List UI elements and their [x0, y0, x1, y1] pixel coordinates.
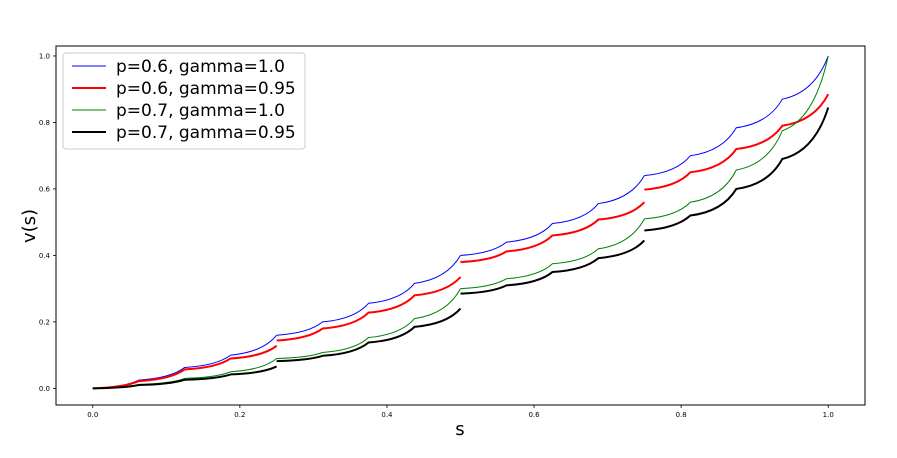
x-tick-label: 0.8 — [676, 411, 687, 419]
series-2-segment-1 — [92, 345, 278, 390]
series-4-segment-3 — [460, 239, 646, 295]
series-3-segment-2 — [276, 288, 461, 359]
y-tick-label: 0.8 — [39, 119, 50, 127]
series-2-segment-4 — [644, 93, 830, 191]
legend-label-3: p=0.7, gamma=1.0 — [116, 101, 285, 121]
series-2-segment-3 — [460, 201, 646, 264]
y-tick-label: 0.2 — [39, 318, 50, 326]
x-axis-label: s — [455, 419, 464, 440]
series-lines — [92, 55, 830, 390]
series-1-segment-2 — [276, 255, 461, 336]
legend: p=0.6, gamma=1.0p=0.6, gamma=0.95p=0.7, … — [62, 52, 306, 150]
x-tick-label: 0.4 — [381, 411, 393, 419]
legend-label-1: p=0.6, gamma=1.0 — [116, 57, 285, 77]
legend-label-4: p=0.7, gamma=0.95 — [116, 123, 296, 143]
y-tick-label: 1.0 — [39, 52, 50, 60]
x-tick-label: 0.6 — [528, 411, 540, 419]
x-tick-label: 0.0 — [87, 411, 98, 419]
series-4-segment-4 — [644, 107, 830, 232]
series-3-segment-3 — [460, 218, 645, 290]
y-axis-ticks: 0.0 0.2 0.4 0.6 0.8 1.0 — [39, 52, 56, 393]
series-4-segment-1 — [92, 365, 278, 390]
y-tick-label: 0.4 — [39, 252, 51, 260]
series-1-segment-4 — [644, 55, 829, 177]
x-tick-label: 1.0 — [823, 411, 834, 419]
x-tick-label: 0.2 — [234, 411, 245, 419]
series-3-segment-4 — [644, 55, 829, 220]
y-tick-label: 0.6 — [39, 185, 51, 193]
series-4-segment-2 — [276, 307, 462, 363]
y-axis-label: v(s) — [19, 209, 40, 243]
legend-box — [62, 52, 306, 150]
series-2-segment-2 — [276, 276, 462, 342]
y-tick-label: 0.0 — [39, 385, 50, 393]
series-1-segment-3 — [460, 175, 645, 256]
legend-label-2: p=0.6, gamma=0.95 — [116, 79, 296, 99]
x-axis-ticks: 0.0 0.2 0.4 0.6 0.8 1.0 — [87, 405, 834, 419]
